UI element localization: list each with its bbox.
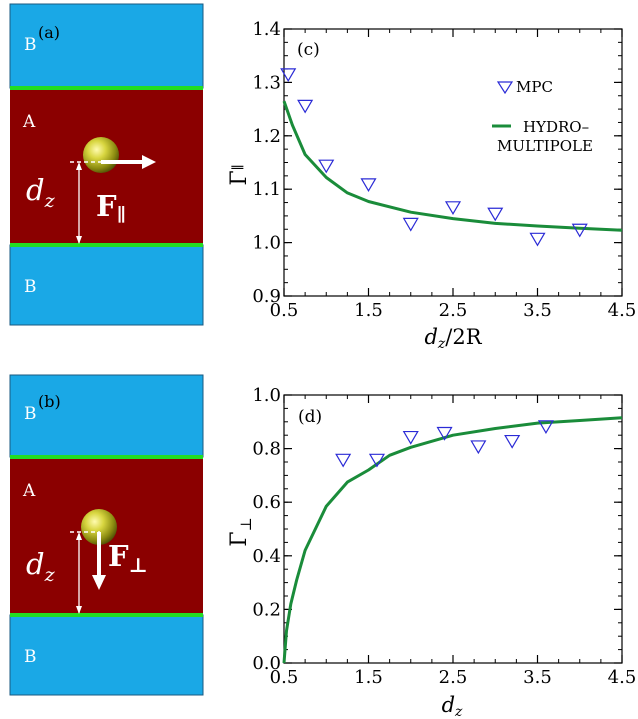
region-b-bottom (9, 614, 204, 696)
plot-frame-c (283, 28, 623, 297)
region-b-top-label: B (24, 35, 37, 55)
region-b-top-label: B (24, 404, 37, 424)
mpc-point-d (436, 426, 453, 441)
mpc-point-d (402, 430, 419, 445)
mpc-point-c (487, 207, 504, 222)
force-arrow-head-b (92, 575, 106, 590)
panel-label-a: (a) (38, 23, 60, 42)
mpc-point-c (444, 201, 462, 216)
x-axis-title-c: dz/2R (424, 325, 482, 352)
y-tick-label: 0.2 (252, 599, 281, 620)
x-tick-label: 4.5 (608, 667, 637, 688)
legend-c: MPC HYDRO– MULTIPOLE (492, 78, 593, 155)
region-a-label: A (22, 481, 36, 501)
schematic-a: B (a) A B dz F∥ (9, 3, 204, 326)
force-arrow-head-a (142, 155, 156, 169)
x-axis-title-d: dz (442, 693, 463, 719)
mpc-point-d (368, 453, 385, 468)
force-label-a: F∥ (96, 189, 126, 226)
y-axis-title-d: Γ⊥ (227, 517, 255, 546)
y-tick-label: 1.0 (252, 233, 281, 254)
interface-top (10, 455, 203, 459)
panel-label-d: (d) (298, 407, 322, 427)
force-label-b: F⊥ (108, 539, 148, 577)
x-tick-label: 3.5 (523, 667, 552, 688)
legend-label-hydro-2: MULTIPOLE (497, 137, 593, 155)
region-b-top (9, 374, 204, 458)
distance-arrow-bottom-a (76, 236, 82, 244)
x-tick-label: 2.5 (439, 300, 468, 321)
panel-label-b: (b) (38, 392, 61, 411)
x-tick-label: 0.5 (270, 667, 299, 688)
y-tick-label: 0.9 (252, 286, 281, 307)
region-a-label: A (22, 112, 36, 132)
y-tick-label: 0.8 (252, 439, 281, 460)
schematic-b: B (b) A B dz F⊥ (9, 374, 204, 696)
mpc-point-c (529, 232, 546, 247)
hydro-multipole-curve-d (282, 416, 623, 664)
chart-c-marks: 0.5 1.5 2.5 3.5 4.5 0.9 1.0 1.1 1.2 1.3 1.4 (252, 19, 636, 321)
sphere-b (81, 509, 117, 545)
interface-top (10, 86, 203, 90)
y-tick-label: 1.1 (252, 179, 281, 200)
chart-d: 0.5 1.5 2.5 3.5 4.5 0.0 0.2 0.4 0.6 0.8 1.0 (d) Γ⊥… (227, 385, 636, 719)
mpc-point-d (470, 440, 487, 455)
hydro-multipole-curve-c (282, 100, 623, 232)
region-b-top (9, 3, 204, 89)
mpc-point-c (280, 68, 297, 83)
x-tick-label: 3.5 (523, 300, 552, 321)
region-b-bottom (9, 244, 204, 326)
region-b-bottom-label: B (24, 647, 37, 667)
y-tick-label: 0.6 (252, 492, 281, 513)
chart-d-marks: 0.5 1.5 2.5 3.5 4.5 0.0 0.2 0.4 0.6 0.8 1.0 (252, 385, 636, 688)
legend-label-mpc: MPC (516, 78, 553, 96)
y-axis-title-c: Γ∥ (227, 164, 252, 185)
y-tick-label: 0.4 (252, 546, 281, 567)
mpc-point-c (360, 178, 377, 193)
x-tick-label: 1.5 (354, 667, 383, 688)
y-tick-label: 1.0 (252, 385, 281, 406)
y-tick-label: 1.3 (252, 72, 281, 93)
distance-arrow-top-b (76, 532, 82, 540)
x-tick-label: 1.5 (354, 300, 383, 321)
x-tick-label: 2.5 (439, 667, 468, 688)
mpc-point-d (504, 434, 521, 449)
distance-label-b: dz (26, 547, 56, 586)
interface-bottom (10, 613, 203, 617)
legend-label-hydro-1: HYDRO– (523, 118, 589, 136)
y-tick-label: 1.4 (252, 19, 281, 40)
x-tick-label: 4.5 (608, 300, 637, 321)
mpc-point-c (402, 217, 419, 232)
legend-marker-mpc (496, 81, 514, 95)
distance-arrow-top-a (76, 162, 82, 170)
chart-c: 0.5 1.5 2.5 3.5 4.5 0.9 1.0 1.1 1.2 1.3 1.4 (c) MP… (227, 19, 636, 352)
mpc-point-c (318, 159, 335, 174)
region-b-bottom-label: B (24, 277, 37, 297)
mpc-point-c (297, 99, 314, 114)
distance-arrow-bottom-b (76, 606, 82, 614)
mpc-point-d (537, 420, 554, 435)
panel-label-c: (c) (297, 40, 320, 60)
x-tick-label: 0.5 (270, 300, 299, 321)
mpc-point-c (571, 223, 588, 238)
mpc-point-d (335, 453, 352, 468)
distance-label-a: dz (26, 173, 56, 212)
y-tick-label: 0.0 (252, 653, 281, 674)
interface-bottom (10, 243, 203, 247)
sphere-a (83, 137, 119, 173)
y-tick-label: 1.2 (252, 126, 281, 147)
